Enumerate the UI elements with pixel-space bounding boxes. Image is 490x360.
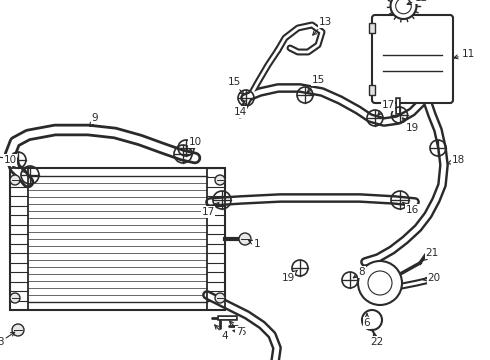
Text: 17: 17 [201,203,219,217]
Text: 19: 19 [281,270,297,283]
Circle shape [10,175,20,185]
Text: 12: 12 [407,0,428,5]
Text: 1: 1 [249,239,260,249]
Circle shape [215,293,225,303]
Circle shape [10,293,20,303]
Text: 21: 21 [423,248,439,261]
Text: 16: 16 [403,202,418,215]
Text: 8: 8 [353,267,366,278]
Text: 17: 17 [378,100,394,115]
Circle shape [358,261,402,305]
Text: 10: 10 [3,155,27,172]
Text: 13: 13 [313,17,332,35]
Text: 20: 20 [423,273,441,283]
Circle shape [12,324,24,336]
Text: 5: 5 [233,327,245,337]
Text: 15: 15 [227,77,244,95]
Text: 11: 11 [454,49,475,59]
Bar [369,85,375,95]
Text: 3: 3 [0,332,15,347]
Bar [369,23,375,33]
Text: 7: 7 [230,321,243,337]
Circle shape [215,175,225,185]
Text: 19: 19 [402,118,419,133]
Bar [207,168,225,310]
FancyBboxPatch shape [372,15,453,103]
Text: 6: 6 [364,314,370,328]
Text: 9: 9 [90,113,98,127]
Circle shape [391,0,416,19]
Bar [10,168,28,310]
Text: 2: 2 [0,151,14,161]
Circle shape [239,233,251,245]
Bar [10,168,225,310]
Text: 22: 22 [370,333,384,347]
Text: 10: 10 [186,137,201,151]
Text: 14: 14 [233,103,246,117]
Text: 18: 18 [448,155,465,165]
Text: 4: 4 [215,325,228,341]
Text: 15: 15 [308,75,325,92]
